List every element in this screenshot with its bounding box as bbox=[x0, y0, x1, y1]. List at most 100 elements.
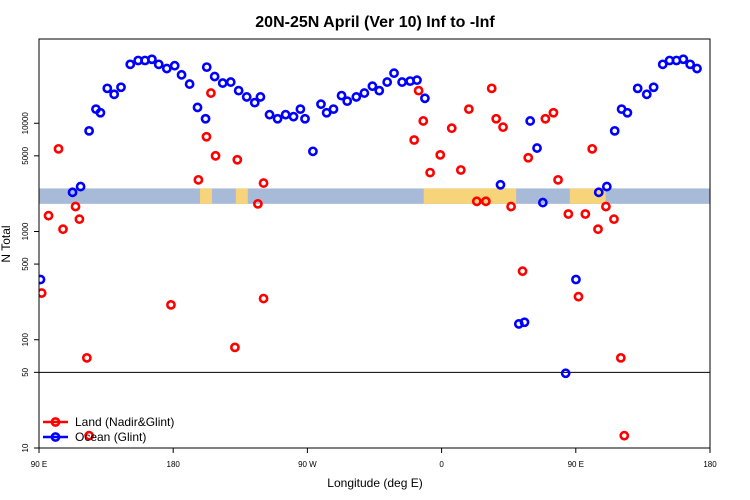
legend-marker-ocean bbox=[50, 432, 61, 442]
land-point-17 bbox=[258, 293, 269, 304]
land-point-1 bbox=[43, 210, 54, 221]
x-tick-label-3: 0 bbox=[439, 460, 444, 469]
land-point-29 bbox=[491, 113, 502, 124]
legend: Land (Nadir&Glint)Ocean (Glint) bbox=[43, 415, 174, 444]
ocean-point-18 bbox=[192, 102, 203, 113]
ocean-point-9 bbox=[125, 59, 136, 70]
ocean-point-28 bbox=[264, 109, 275, 120]
y-axis-label: N Total bbox=[0, 225, 13, 262]
legend-label-ocean: Ocean (Glint) bbox=[75, 430, 146, 444]
land-point-31 bbox=[506, 201, 516, 212]
land-point-19 bbox=[413, 85, 424, 96]
ocean-point-5 bbox=[95, 107, 106, 118]
series-ocean bbox=[39, 54, 702, 379]
land-point-30 bbox=[498, 122, 508, 133]
land-point-0 bbox=[39, 288, 47, 298]
x-tick-label-2: 90 W bbox=[298, 460, 317, 469]
land-point-12 bbox=[210, 150, 221, 161]
ocean-point-20 bbox=[201, 62, 212, 73]
ocean-point-19 bbox=[200, 113, 211, 124]
x-axis: 90 E 180 90 W 0 90 E 180 bbox=[31, 448, 717, 469]
y-tick-label-6: 10000 bbox=[21, 112, 30, 135]
land-point-27 bbox=[480, 196, 491, 207]
ocean-point-34 bbox=[308, 146, 318, 157]
ocean-point-15 bbox=[169, 60, 180, 71]
land-point-33 bbox=[523, 152, 534, 163]
land-point-8 bbox=[166, 299, 176, 310]
land-point-22 bbox=[435, 149, 446, 160]
x-axis-label: Longitude (deg E) bbox=[327, 476, 422, 490]
ocean-point-35 bbox=[316, 99, 326, 110]
ocean-point-6 bbox=[102, 83, 113, 94]
ocean-point-60 bbox=[609, 125, 620, 136]
land-point-21 bbox=[425, 167, 436, 178]
ocean-point-16 bbox=[176, 69, 187, 80]
land-point-9 bbox=[193, 174, 204, 185]
ocean-point-66 bbox=[657, 59, 668, 70]
land-point-35 bbox=[548, 107, 559, 118]
ocean-point-29 bbox=[272, 113, 283, 124]
ocean-point-65 bbox=[648, 82, 659, 93]
ocean-point-63 bbox=[632, 83, 643, 94]
ocean-point-52 bbox=[519, 317, 530, 328]
ocean-point-70 bbox=[685, 59, 696, 70]
land-point-18 bbox=[409, 135, 420, 145]
y-tick-label-2: 100 bbox=[21, 333, 30, 347]
ocean-point-50 bbox=[495, 179, 506, 190]
y-tick-label-0: 10 bbox=[21, 443, 30, 452]
ocean-point-42 bbox=[367, 81, 378, 92]
x-tick-label-1: 180 bbox=[167, 460, 181, 469]
ocean-point-43 bbox=[374, 85, 385, 96]
land-point-10 bbox=[201, 131, 212, 142]
series-land bbox=[39, 83, 630, 441]
land-point-16 bbox=[258, 178, 269, 188]
ocean-point-3 bbox=[84, 125, 95, 136]
land-point-3 bbox=[58, 224, 68, 235]
ocean-point-14 bbox=[161, 63, 172, 74]
ocean-point-55 bbox=[537, 197, 548, 208]
land-point-4 bbox=[70, 201, 81, 212]
ocean-point-1 bbox=[67, 187, 78, 198]
ocean-point-54 bbox=[532, 143, 542, 153]
ocean-point-27 bbox=[255, 92, 266, 102]
land-point-13 bbox=[230, 342, 240, 353]
y-tick-label-1: 50 bbox=[21, 367, 30, 376]
land-point-11 bbox=[206, 88, 216, 98]
ocean-point-33 bbox=[300, 113, 310, 124]
band-highlight-2 bbox=[423, 188, 517, 204]
ocean-point-64 bbox=[641, 89, 652, 100]
ocean-point-39 bbox=[342, 96, 353, 107]
plot-frame bbox=[38, 38, 711, 449]
land-point-24 bbox=[455, 165, 466, 175]
ocean-point-23 bbox=[225, 77, 236, 87]
ocean-point-31 bbox=[288, 111, 299, 122]
ocean-point-69 bbox=[678, 54, 689, 65]
land-point-26 bbox=[471, 196, 482, 207]
band-highlight-1 bbox=[235, 188, 248, 204]
land-point-32 bbox=[517, 266, 528, 277]
ocean-point-2 bbox=[75, 181, 86, 192]
land-point-39 bbox=[580, 209, 591, 219]
ocean-point-44 bbox=[382, 77, 393, 87]
land-point-34 bbox=[540, 113, 551, 124]
land-point-41 bbox=[593, 224, 603, 235]
land-point-7 bbox=[84, 430, 95, 441]
band-highlight-0 bbox=[200, 188, 212, 204]
x-tick-label-4: 90 E bbox=[568, 460, 584, 469]
land-point-45 bbox=[619, 430, 630, 441]
ocean-point-25 bbox=[241, 92, 252, 102]
x-tick-label-5: 180 bbox=[703, 460, 717, 469]
land-point-14 bbox=[232, 154, 243, 165]
land-point-23 bbox=[446, 123, 457, 134]
land-point-43 bbox=[609, 214, 619, 225]
y-tick-label-3: 500 bbox=[21, 257, 30, 271]
land-point-38 bbox=[573, 291, 584, 302]
ocean-point-12 bbox=[146, 54, 157, 65]
ocean-point-53 bbox=[525, 116, 536, 126]
ocean-point-13 bbox=[153, 59, 164, 70]
ocean-point-45 bbox=[389, 68, 399, 79]
land-point-37 bbox=[563, 209, 574, 219]
y-axis: 10 50 100 500 1000 5000 10000 bbox=[21, 112, 39, 452]
land-point-25 bbox=[463, 104, 474, 115]
